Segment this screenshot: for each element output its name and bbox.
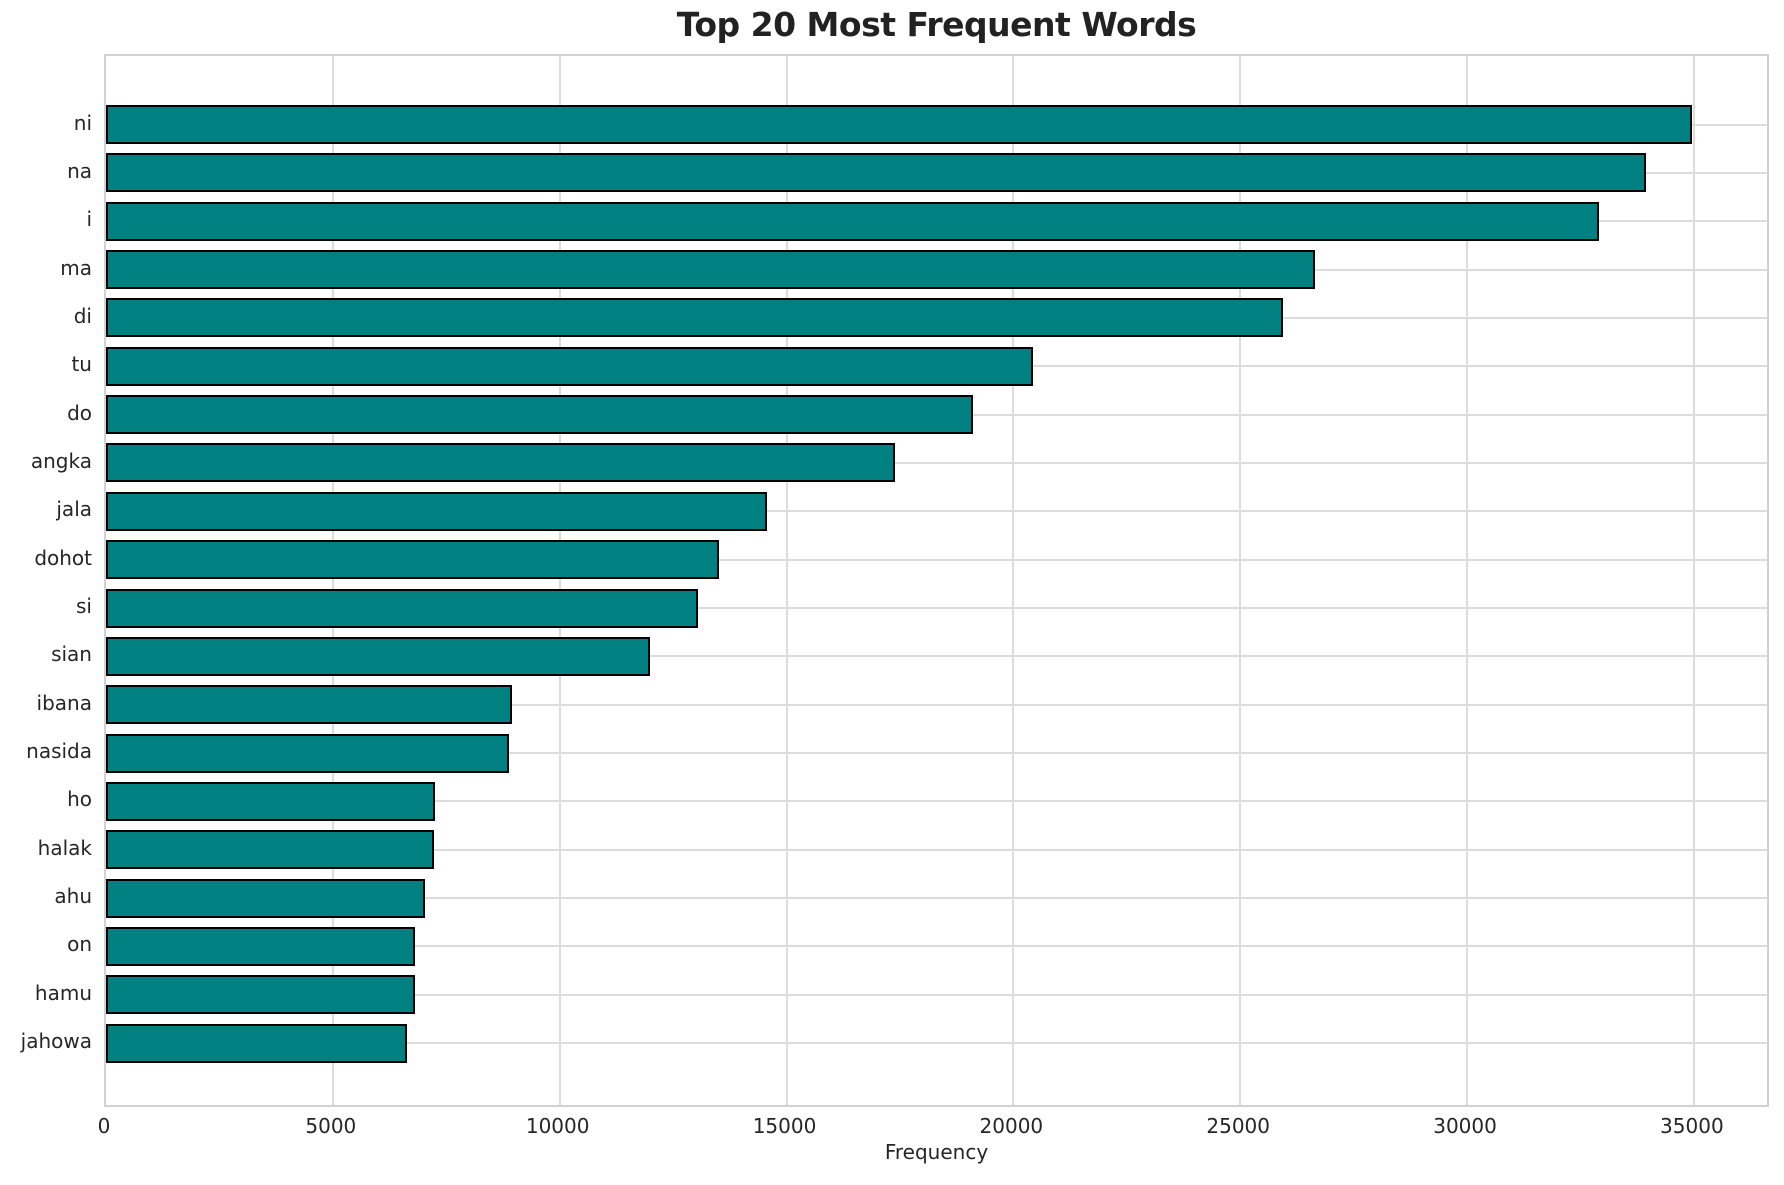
y-tick-label: nasida (26, 739, 92, 764)
x-tick-label: 5000 (305, 1114, 357, 1138)
y-tick-label: ahu (54, 884, 92, 909)
y-tick-label: hamu (34, 980, 92, 1005)
x-tick-label: 0 (97, 1114, 111, 1138)
horizontal-gridline (106, 1042, 1767, 1045)
y-tick-label: halak (37, 835, 92, 860)
x-tick-label: 15000 (752, 1114, 817, 1138)
y-tick-label: jala (56, 497, 92, 522)
bar-i (106, 201, 1600, 241)
bar-hamu (106, 975, 415, 1015)
y-tick-label: ni (73, 110, 92, 135)
x-tick-label: 10000 (525, 1114, 590, 1138)
y-tick-label: dohot (34, 545, 92, 570)
x-tick-label: 35000 (1660, 1114, 1724, 1138)
horizontal-gridline (106, 655, 1767, 658)
vertical-gridline (1012, 56, 1015, 1105)
horizontal-gridline (106, 607, 1767, 609)
y-tick-label: do (67, 400, 92, 425)
bar-nasida (106, 733, 509, 773)
y-tick-label: ma (60, 255, 92, 280)
y-tick-label: ho (67, 787, 92, 812)
bar-angka (106, 443, 896, 483)
chart-title: Top 20 Most Frequent Words (676, 5, 1197, 44)
bar-do (106, 395, 973, 435)
x-tick-label: 20000 (979, 1114, 1044, 1138)
horizontal-gridline (106, 461, 1767, 464)
bar-di (106, 298, 1284, 338)
bar-si (106, 588, 699, 628)
vertical-gridline (331, 56, 334, 1105)
y-tick-label: tu (71, 352, 92, 377)
vertical-gridline (1239, 56, 1242, 1105)
horizontal-gridline (106, 752, 1767, 755)
bar-on (106, 926, 415, 966)
plot-area (104, 54, 1769, 1107)
x-tick-label: 30000 (1433, 1114, 1497, 1138)
bar-jala (106, 491, 768, 531)
bar-ni (106, 105, 1692, 144)
x-tick-label: 25000 (1206, 1114, 1270, 1138)
bar-na (106, 153, 1647, 193)
horizontal-gridline (106, 993, 1767, 996)
vertical-gridline (1466, 56, 1469, 1105)
bar-ahu (106, 878, 425, 918)
y-tick-label: i (86, 207, 92, 232)
horizontal-gridline (106, 703, 1767, 706)
bar-tu (106, 346, 1034, 386)
vertical-gridline (558, 56, 561, 1105)
bar-ho (106, 781, 435, 821)
horizontal-gridline (106, 848, 1767, 851)
horizontal-gridline (106, 945, 1767, 948)
y-tick-label: si (76, 594, 92, 618)
horizontal-gridline (106, 510, 1767, 513)
bar-halak (106, 830, 434, 870)
bar-ibana (106, 685, 512, 725)
vertical-gridline (785, 56, 788, 1105)
horizontal-gridline (106, 558, 1767, 561)
bar-ma (106, 250, 1315, 290)
y-tick-label: na (67, 158, 92, 183)
y-tick-label: sian (51, 642, 92, 667)
horizontal-gridline (106, 897, 1767, 900)
y-tick-label: di (73, 303, 92, 328)
x-axis-label: Frequency (884, 1140, 989, 1164)
horizontal-gridline (106, 800, 1767, 803)
y-tick-label: on (67, 932, 92, 957)
y-tick-label: ibana (36, 690, 92, 715)
y-tick-label: angka (30, 448, 92, 473)
bar-dohot (106, 540, 719, 580)
bar-jahowa (106, 1023, 407, 1063)
bar-sian (106, 636, 650, 676)
y-tick-label: jahowa (20, 1029, 92, 1054)
vertical-gridline (1692, 56, 1695, 1105)
